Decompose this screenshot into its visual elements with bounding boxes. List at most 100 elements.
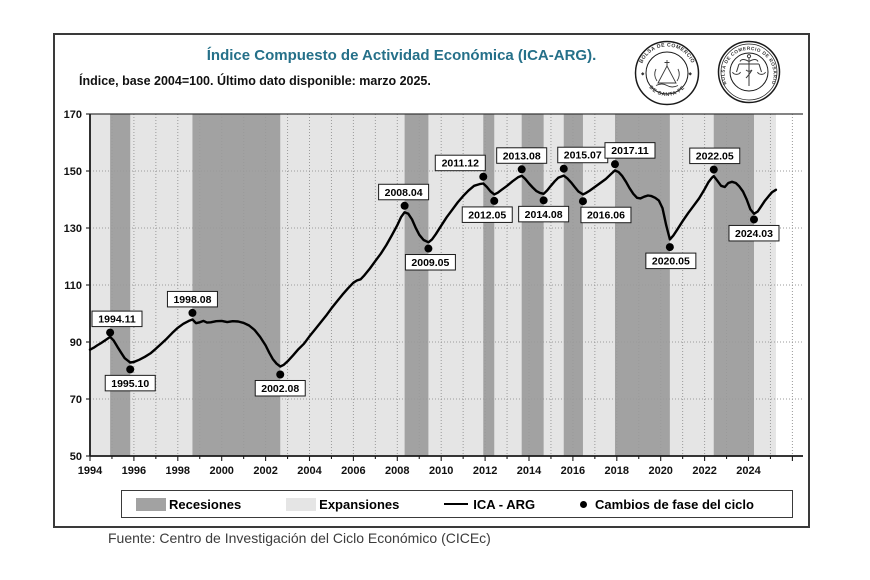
phase-change-dot — [400, 201, 409, 210]
legend-item-ica-arg: ICA - ARG — [444, 497, 535, 512]
phase-change-dot — [610, 160, 619, 169]
x-tick-label: 2000 — [209, 465, 233, 477]
x-tick-label: 2022 — [692, 465, 716, 477]
y-tick-label: 70 — [70, 394, 82, 406]
phase-change-label-box — [91, 310, 143, 328]
x-tick-label: 2024 — [736, 465, 761, 477]
phase-change-label: 2002.08 — [261, 383, 299, 395]
seal-mid-ring-icon — [720, 43, 778, 101]
seal-inner-ring-icon — [729, 52, 769, 92]
santafe-seal-emblem-icon — [654, 60, 680, 88]
x-tick-label: 2016 — [561, 465, 585, 477]
rosario-seal-scales-icon — [732, 54, 766, 86]
phase-change-dot — [517, 165, 526, 174]
phase-change-label-box — [580, 206, 632, 224]
phase-change-dot — [479, 172, 488, 181]
rosario-seal-logo: BOLSA DE COMERCIO DE ROSARIO — [717, 40, 781, 104]
phase-change-dot — [424, 244, 433, 253]
x-tick-label: 2010 — [429, 465, 453, 477]
phase-change-dot — [188, 308, 197, 317]
recession-band — [483, 114, 495, 456]
legend-label-phase-changes: Cambios de fase del ciclo — [595, 496, 754, 512]
chart-figure: 50 70 90 110 130 150 170 1994 1996 1998 2000 2002 20… — [53, 33, 810, 528]
phase-change-label: 1998.08 — [173, 294, 211, 306]
x-tick-label: 2006 — [341, 465, 365, 477]
y-tick-label: 150 — [64, 166, 82, 178]
phase-change-dot — [559, 164, 568, 173]
x-tick-label: 1998 — [166, 465, 190, 477]
phase-change-label: 2020.05 — [652, 256, 690, 268]
phase-change-label-box — [689, 147, 741, 165]
legend-item-recessions: Recesiones — [136, 497, 241, 512]
legend-item-expansions: Expansiones — [286, 497, 399, 512]
phase-change-label: 2012.05 — [468, 209, 506, 221]
phase-change-label: 2015.07 — [564, 150, 602, 162]
legend-label-expansions: Expansiones — [319, 496, 400, 512]
phase-change-dot — [665, 243, 674, 252]
x-tick-label: 1996 — [122, 465, 146, 477]
x-tick-label: 2002 — [253, 465, 277, 477]
phase-change-dot — [106, 328, 115, 337]
phase-change-label: 2013.08 — [503, 150, 541, 162]
legend-label-recessions: Recesiones — [169, 496, 242, 512]
x-tick-label: 1994 — [78, 465, 103, 477]
seal-side-mark-icon: ◆ — [641, 71, 645, 76]
ica-arg-chart: 50 70 90 110 130 150 170 1994 1996 1998 2000 2002 20… — [64, 109, 803, 477]
phase-change-label: 2022.05 — [696, 151, 734, 163]
phase-change-dot — [578, 197, 587, 206]
line-swatch-icon — [444, 503, 469, 505]
phase-change-label-box — [378, 183, 430, 201]
y-tick-label: 50 — [70, 451, 82, 463]
legend-label-ica-arg: ICA - ARG — [473, 496, 536, 512]
recession-swatch-icon — [136, 497, 166, 511]
x-tick-label: 2018 — [605, 465, 629, 477]
phase-change-label: 1994.11 — [98, 314, 136, 326]
seal-outer-ring-icon — [634, 40, 700, 106]
santafe-seal-logo: BOLSA DE COMERCIO DE SANTA FE ◆ ◆ — [634, 40, 700, 106]
x-tick-label: 2004 — [297, 465, 322, 477]
logos: BOLSA DE COMERCIO DE SANTA FE ◆ ◆ — [633, 39, 782, 107]
ica-arg-line — [88, 169, 778, 368]
phase-change-label-box — [461, 206, 513, 223]
y-tick-label: 130 — [64, 223, 82, 235]
phase-change-label: 2008.04 — [385, 187, 423, 199]
recession-band — [521, 114, 544, 456]
phase-change-label-box — [645, 252, 697, 270]
phase-change-label-box — [404, 254, 456, 271]
x-tick-label: 2008 — [385, 465, 409, 477]
phase-change-label: 2017.11 — [611, 145, 649, 157]
seal-side-mark-icon: ◆ — [689, 71, 693, 76]
phase-change-label: 2014.08 — [525, 209, 563, 221]
phase-change-label-box — [104, 374, 156, 392]
phase-change-label-box — [496, 147, 548, 164]
dot-swatch-icon — [580, 500, 588, 508]
phase-change-label-box — [166, 290, 218, 308]
seal-inner-ring-icon — [645, 51, 689, 95]
phase-change-dot — [276, 370, 285, 379]
x-tick-label: 2020 — [648, 465, 672, 477]
phase-change-label-box — [254, 379, 306, 397]
expansion-swatch-icon — [286, 497, 317, 511]
chart-subtitle: Índice, base 2004=100. Último dato dispo… — [79, 74, 431, 88]
phase-change-label: 2011.12 — [442, 158, 480, 170]
y-tick-label: 110 — [64, 280, 82, 292]
chart-title: Índice Compuesto de Actividad Económica … — [206, 47, 597, 64]
phase-change-label: 1995.10 — [111, 378, 149, 390]
phase-change-dot — [709, 165, 718, 174]
legend: Recesiones Expansiones ICA - ARG Cambios… — [121, 490, 793, 518]
x-tick-label: 2014 — [517, 465, 542, 477]
y-tick-label: 90 — [70, 337, 82, 349]
phase-change-label-box — [518, 205, 570, 223]
source-note: Fuente: Centro de Investigación del Cicl… — [108, 530, 491, 546]
phase-change-label-box — [434, 154, 486, 172]
phase-change-label: 2009.05 — [411, 257, 449, 269]
phase-change-dot — [539, 196, 548, 205]
phase-change-dot — [749, 215, 758, 224]
legend-item-phase-changes: Cambios de fase del ciclo — [580, 497, 754, 512]
phase-change-label-box — [728, 224, 780, 242]
x-tick-label: 2012 — [473, 465, 497, 477]
phase-change-label: 2016.06 — [587, 210, 625, 222]
phase-change-dot — [490, 196, 499, 205]
y-tick-label: 170 — [64, 109, 82, 121]
